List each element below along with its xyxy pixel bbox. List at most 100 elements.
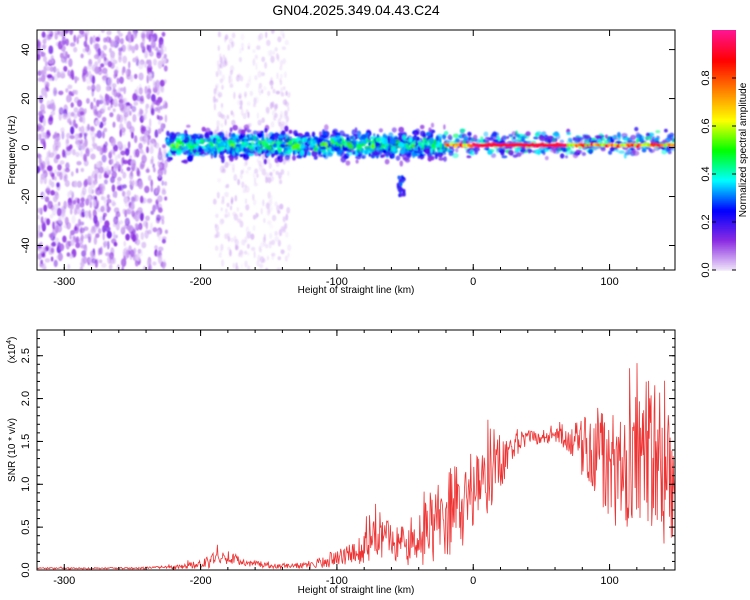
spectrogram-cell — [61, 36, 66, 46]
spectrogram-cell — [235, 262, 238, 270]
spectrogram-cell — [428, 127, 432, 133]
spectrogram-cell — [312, 139, 317, 146]
spectrogram-y-tick-label: 0 — [20, 144, 32, 150]
colorbar-step — [712, 238, 736, 241]
spectrogram-cell — [111, 83, 117, 88]
spectrogram-cell — [215, 224, 219, 232]
spectrogram-cell — [125, 68, 132, 77]
snr-x-tick-label: -300 — [53, 575, 75, 587]
spectrogram-cell — [40, 173, 46, 180]
spectrogram-cell — [240, 129, 246, 135]
spectrogram-cell — [79, 182, 82, 187]
spectrogram-cell — [270, 195, 273, 201]
spectrogram-cell — [46, 165, 53, 172]
spectrogram-cell — [73, 180, 78, 188]
spectrogram-cell — [120, 150, 126, 156]
colorbar-step — [712, 198, 736, 201]
colorbar-step — [712, 162, 736, 165]
spectrogram-cell — [86, 85, 92, 91]
spectrogram-cell — [279, 179, 283, 185]
spectrogram-cell — [56, 182, 60, 188]
spectrogram-cell — [85, 44, 90, 53]
spectrogram-cell — [67, 263, 71, 270]
spectrogram-cell — [45, 155, 50, 165]
spectrogram-cell — [124, 217, 130, 227]
colorbar-step — [712, 118, 736, 121]
spectrogram-cell — [114, 35, 120, 43]
spectrogram-cell — [235, 146, 240, 153]
colorbar-step — [712, 188, 736, 191]
spectrogram-cell — [48, 233, 52, 238]
spectrogram-cell — [395, 155, 401, 161]
spectrogram-cell — [265, 31, 268, 39]
spectrogram-cell — [92, 35, 97, 44]
spectrogram-cell — [219, 141, 225, 148]
spectrogram-cell — [157, 128, 162, 135]
spectrogram-cell — [433, 140, 437, 145]
spectrogram-cell — [204, 138, 208, 142]
spectrogram-cell — [152, 227, 158, 233]
spectrogram-cell — [70, 230, 75, 236]
spectrogram-cell — [218, 70, 222, 76]
spectrogram-cell — [158, 120, 161, 125]
spectrogram-cell — [359, 147, 365, 153]
spectrogram-cell — [49, 214, 54, 219]
spectrogram-cell — [128, 203, 132, 209]
spectrogram-cell — [327, 152, 333, 157]
spectrogram-cell — [73, 107, 79, 113]
spectrogram-cell — [443, 124, 446, 130]
spectrogram-cell — [166, 156, 172, 163]
spectrogram-cell — [56, 255, 59, 260]
spectrogram-cell — [73, 46, 78, 53]
spectrogram-cell — [265, 267, 269, 270]
spectrogram-cell — [70, 102, 74, 108]
spectrogram-cell — [608, 150, 613, 155]
colorbar-step — [712, 66, 736, 69]
spectrogram-cell — [138, 61, 144, 70]
spectrogram-cell — [221, 200, 225, 205]
spectrogram-cell — [565, 151, 571, 155]
spectrogram-cell — [44, 196, 50, 203]
spectrogram-cell — [98, 259, 103, 264]
spectrogram-cell — [256, 130, 262, 134]
colorbar-step — [712, 120, 736, 123]
spectrogram-cell — [199, 133, 204, 140]
spectrogram-cell — [559, 139, 565, 144]
spectrogram-cell — [412, 142, 416, 149]
spectrogram-cell — [86, 64, 93, 70]
spectrogram-cell — [131, 45, 136, 54]
spectrogram-cell — [161, 238, 166, 244]
spectrogram-cell — [247, 265, 251, 270]
spectrogram-cell — [38, 158, 43, 165]
colorbar-step — [712, 90, 736, 93]
spectrogram-cell — [401, 131, 407, 136]
spectrogram-cell — [240, 108, 244, 116]
spectrogram-cell — [71, 215, 76, 224]
colorbar-step — [712, 72, 736, 75]
spectrogram-cell — [639, 137, 644, 143]
spectrogram-cell — [482, 139, 486, 143]
spectrogram-cell — [508, 133, 514, 138]
spectrogram-cell — [246, 243, 250, 249]
spectrogram-cell — [256, 139, 261, 144]
spectrogram-cell — [134, 43, 139, 51]
colorbar-step — [712, 160, 736, 163]
spectrogram-cell — [288, 129, 293, 134]
spectrogram-cell — [95, 161, 100, 169]
spectrogram-cell — [260, 137, 265, 142]
spectrogram-cell — [538, 135, 544, 141]
spectrogram-cell — [439, 144, 442, 149]
spectrogram-cell — [163, 65, 168, 72]
spectrogram-cell — [46, 218, 51, 226]
colorbar-step — [712, 226, 736, 229]
spectrogram-cell — [157, 60, 163, 69]
spectrogram-cell — [263, 233, 266, 242]
snr-y-tick-label: 2.0 — [20, 391, 32, 406]
spectrogram-cell — [187, 155, 194, 162]
snr-y-tick-label: 2.5 — [20, 348, 32, 363]
spectrogram-cell — [294, 132, 299, 137]
spectrogram-cell — [149, 118, 152, 128]
spectrogram-cell — [441, 134, 447, 139]
spectrogram-cell — [232, 149, 235, 155]
spectrogram-cell — [276, 72, 279, 80]
